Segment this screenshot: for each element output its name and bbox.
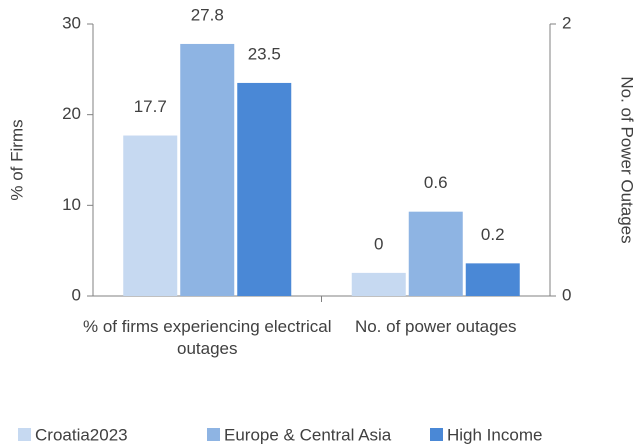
value-label: 0.6 [424, 173, 448, 192]
value-label: 27.8 [191, 5, 224, 24]
bar [180, 43, 235, 296]
legend-label: High Income [447, 425, 542, 444]
bar [123, 135, 178, 296]
y-tick-label: 10 [62, 195, 81, 214]
legend-label: Croatia2023 [35, 425, 128, 444]
x-tick-label: % of firms experiencing electrical outag… [83, 317, 332, 358]
y-tick-label: 20 [62, 104, 81, 123]
value-label: 23.5 [248, 44, 281, 63]
y2-tick-label: 0 [562, 285, 571, 304]
value-label: 17.7 [134, 97, 167, 116]
y2-axis-title: No. of Power Outages [618, 76, 637, 243]
legend-swatch [207, 428, 220, 441]
y2-tick-label: 2 [562, 13, 571, 32]
bar [237, 82, 292, 296]
y-tick-label: 0 [72, 285, 81, 304]
bar [408, 211, 463, 296]
bar [351, 272, 406, 296]
y-tick-label: 30 [62, 13, 81, 32]
value-label: 0.2 [481, 225, 505, 244]
legend-swatch [430, 428, 443, 441]
legend-swatch [18, 428, 31, 441]
y-axis-title: % of Firms [7, 119, 26, 200]
bar [465, 263, 520, 296]
x-tick-label: No. of power outages [354, 317, 517, 336]
legend-label: Europe & Central Asia [224, 425, 392, 444]
value-label: 0 [374, 234, 383, 253]
